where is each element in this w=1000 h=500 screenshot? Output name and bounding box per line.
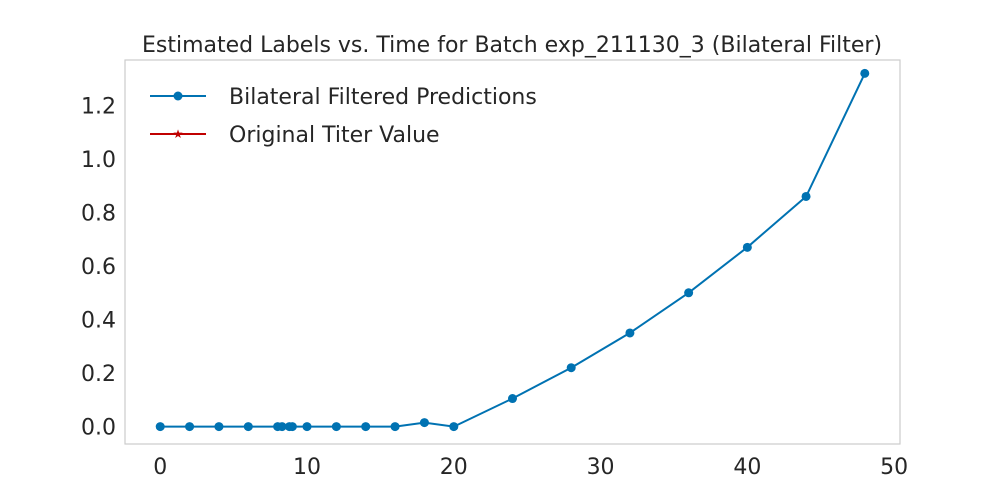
data-point (331, 422, 341, 432)
data-point (277, 422, 287, 432)
data-point (243, 422, 253, 432)
y-tick-label: 0.2 (81, 362, 116, 387)
x-tick-label: 50 (880, 455, 908, 480)
x-tick-label: 0 (153, 455, 167, 480)
data-point (860, 68, 870, 78)
data-point (625, 328, 635, 338)
y-tick-label: 0.4 (81, 309, 116, 334)
x-axis-ticks: 0 10 20 30 40 50 (153, 455, 908, 480)
y-tick-label: 1.0 (81, 148, 116, 173)
data-point (214, 422, 224, 432)
data-point (801, 191, 811, 201)
data-point (508, 394, 517, 404)
y-tick-label: 1.2 (81, 94, 116, 119)
y-axis-ticks: 0.0 0.2 0.4 0.6 0.8 1.0 1.2 (81, 94, 116, 440)
data-point (287, 422, 297, 432)
data-point (185, 422, 195, 432)
x-tick-label: 40 (733, 455, 761, 480)
data-point (566, 363, 576, 373)
data-point (684, 288, 694, 298)
y-tick-label: 0.6 (81, 255, 116, 280)
data-point (419, 418, 429, 428)
legend: Bilateral Filtered Predictions ★ Original … (150, 85, 537, 148)
series-layer (155, 68, 870, 432)
x-tick-label: 20 (440, 455, 468, 480)
legend-marker-star: ★ (173, 127, 184, 141)
y-tick-label: 0.8 (81, 202, 116, 227)
y-tick-label: 0.0 (81, 416, 116, 441)
x-tick-label: 10 (293, 455, 321, 480)
data-point (742, 242, 752, 252)
data-point (361, 422, 371, 432)
data-point (449, 422, 459, 432)
legend-marker-circle (173, 91, 183, 101)
legend-label: Bilateral Filtered Predictions (229, 85, 537, 110)
data-point (390, 422, 400, 432)
legend-label: Original Titer Value (229, 123, 440, 148)
data-point (302, 422, 312, 432)
data-point (155, 422, 165, 432)
x-tick-label: 30 (587, 455, 615, 480)
plot-area-frame (124, 59, 901, 445)
chart-title: Estimated Labels vs. Time for Batch exp_… (142, 33, 882, 58)
